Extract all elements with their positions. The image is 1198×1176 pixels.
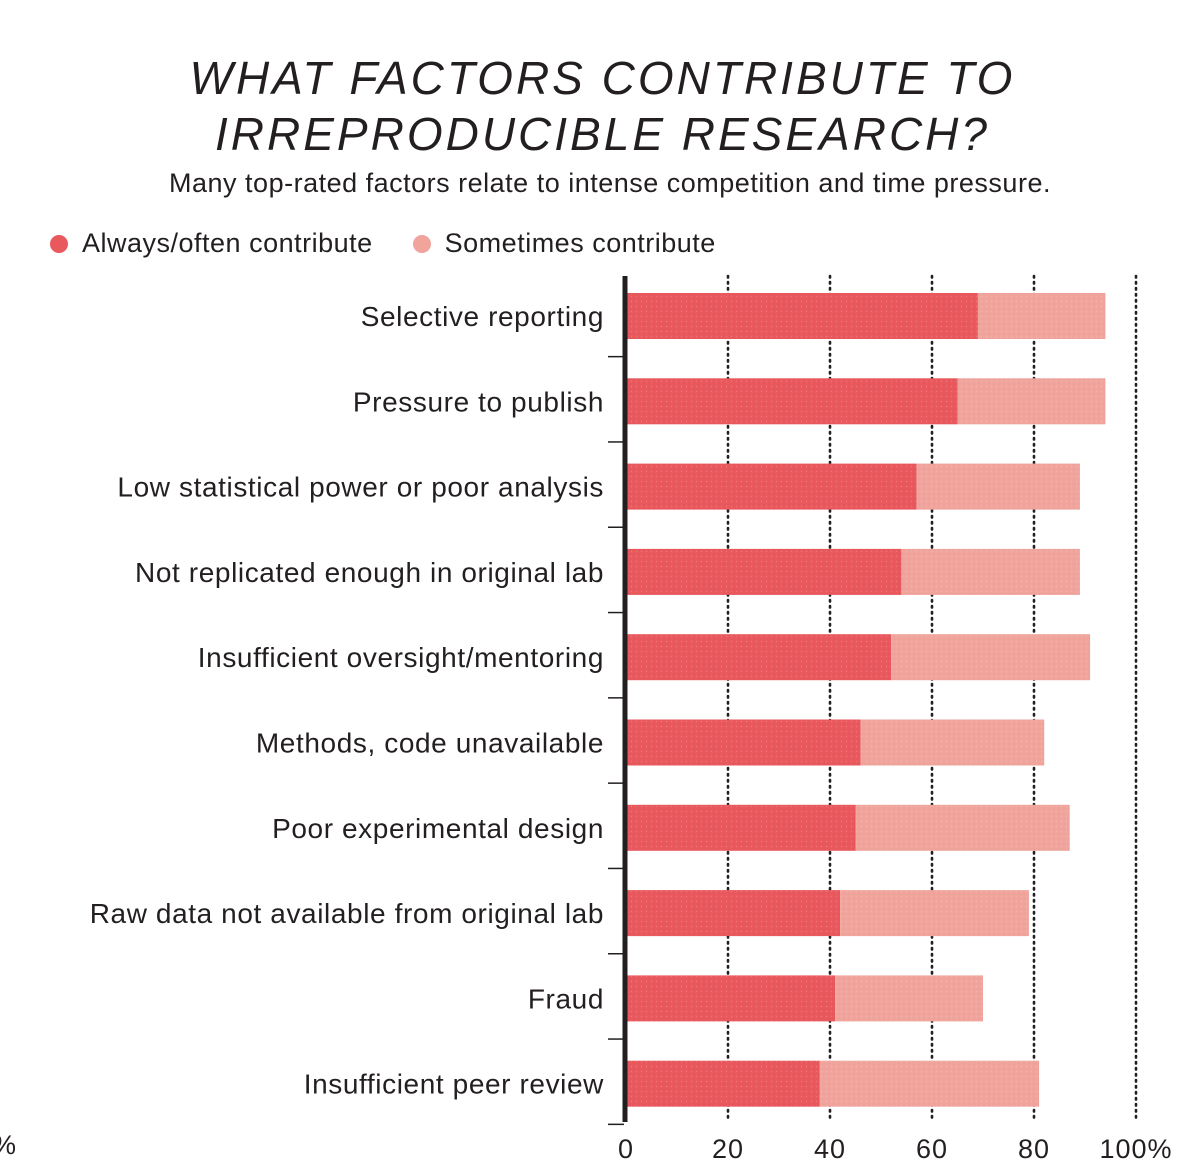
category-label-7: Poor experimental design (272, 813, 604, 844)
legend-item-sometimes: Sometimes contribute (412, 228, 716, 259)
legend-swatch-sometimes (412, 234, 431, 253)
bar-always-texture-10 (626, 1060, 820, 1107)
chart-title-line-2: IRREPRODUCIBLE RESEARCH? (215, 108, 990, 160)
bar-always-texture-5 (626, 634, 892, 681)
x-tick-labels: 0 20 40 60 80 100% (618, 1134, 1172, 1164)
legend-label-sometimes: Sometimes contribute (444, 228, 716, 258)
x-tick-label-0: 0 (618, 1134, 634, 1164)
cropped-axis-label: % (0, 1130, 16, 1161)
category-label-4: Not replicated enough in original lab (135, 557, 604, 588)
legend-label-always: Always/often contribute (82, 228, 373, 258)
category-label-9: Fraud (528, 983, 604, 1014)
bar-always-texture-9 (626, 975, 836, 1022)
bar-always-texture-8 (626, 890, 841, 937)
bar-always-texture-2 (626, 378, 958, 425)
category-label-1: Selective reporting (361, 301, 604, 332)
legend-swatch-always (50, 234, 68, 253)
bar-always-texture-4 (626, 548, 902, 595)
chart-subtitle: Many top-rated factors relate to intense… (169, 168, 1051, 198)
bar-always-texture-1 (626, 293, 978, 339)
bar-always-texture-6 (626, 719, 861, 766)
bar-always-texture-7 (626, 804, 856, 851)
x-tick-label-60: 60 (916, 1134, 948, 1164)
y-axis (608, 276, 628, 1126)
chart-legend: Always/often contribute Sometimes contri… (50, 228, 756, 259)
category-label-6: Methods, code unavailable (256, 728, 604, 759)
x-tick-label-20: 20 (712, 1134, 744, 1164)
bars (626, 293, 1106, 1107)
bar-sometimes-texture-2 (957, 378, 1106, 425)
bar-sometimes-texture-1 (977, 293, 1106, 339)
bar-sometimes-texture-9 (835, 975, 983, 1022)
bar-sometimes-texture-3 (916, 463, 1080, 510)
x-tick-label-80: 80 (1018, 1134, 1050, 1164)
category-label-5: Insufficient oversight/mentoring (198, 642, 604, 673)
category-label-8: Raw data not available from original lab (90, 898, 604, 929)
legend-item-always: Always/often contribute (50, 228, 373, 259)
bar-sometimes-texture-5 (891, 634, 1091, 681)
bar-sometimes-texture-6 (860, 719, 1045, 766)
bar-sometimes-texture-4 (901, 548, 1080, 595)
category-label-3: Low statistical power or poor analysis (117, 472, 604, 503)
x-tick-label-100: 100% (1099, 1134, 1172, 1164)
category-labels: Selective reporting Pressure to publish Lo… (90, 301, 604, 1100)
x-tick-label-40: 40 (814, 1134, 846, 1164)
chart-title-line-1: WHAT FACTORS CONTRIBUTE TO (189, 52, 1016, 104)
bar-sometimes-texture-8 (840, 890, 1029, 937)
bar-always-texture-3 (626, 463, 917, 510)
bar-sometimes-texture-10 (819, 1060, 1040, 1107)
category-label-10: Insufficient peer review (304, 1069, 604, 1100)
bar-sometimes-texture-7 (855, 804, 1070, 851)
category-label-2: Pressure to publish (353, 386, 604, 417)
